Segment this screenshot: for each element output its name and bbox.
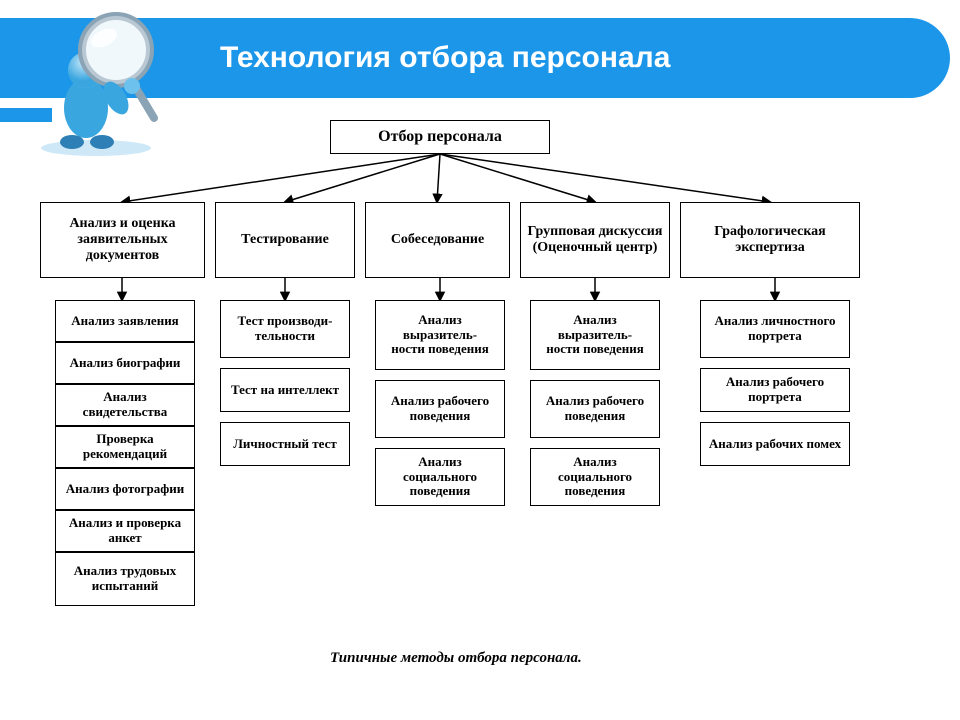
org-tree-diagram: Отбор персонала Анализ и оценка заявитель…	[40, 120, 940, 700]
node-col_b-1: Тест на интеллект	[220, 368, 350, 412]
node-col_c-2: Анализ социального поведения	[375, 448, 505, 506]
node-l1-1: Тестирование	[215, 202, 355, 278]
node-col_d-2: Анализ социального поведения	[530, 448, 660, 506]
diagram-caption: Типичные методы отбора персонала.	[330, 650, 582, 667]
node-col_a-2: Анализ свидетельства	[55, 384, 195, 426]
node-root: Отбор персонала	[330, 120, 550, 154]
node-col_e-1: Анализ рабочего портрета	[700, 368, 850, 412]
node-l1-0: Анализ и оценка заявительных документов	[40, 202, 205, 278]
node-col_a-6: Анализ трудовых испытаний	[55, 552, 195, 606]
node-col_a-1: Анализ биографии	[55, 342, 195, 384]
node-col_a-5: Анализ и проверка анкет	[55, 510, 195, 552]
node-col_e-2: Анализ рабочих помех	[700, 422, 850, 466]
slide-title: Технология отбора персонала	[220, 41, 670, 75]
node-col_c-1: Анализ рабочего поведения	[375, 380, 505, 438]
node-l1-3: Групповая дискуссия (Оценочный центр)	[520, 202, 670, 278]
node-col_c-0: Анализ выразитель-ности поведения	[375, 300, 505, 370]
node-col_d-1: Анализ рабочего поведения	[530, 380, 660, 438]
node-col_a-3: Проверка рекомендаций	[55, 426, 195, 468]
node-col_d-0: Анализ выразитель-ности поведения	[530, 300, 660, 370]
node-col_b-2: Личностный тест	[220, 422, 350, 466]
node-l1-4: Графологическая экспертиза	[680, 202, 860, 278]
node-col_a-0: Анализ заявления	[55, 300, 195, 342]
node-col_b-0: Тест производи-тельности	[220, 300, 350, 358]
node-l1-2: Собеседование	[365, 202, 510, 278]
node-col_e-0: Анализ личностного портрета	[700, 300, 850, 358]
node-col_a-4: Анализ фотографии	[55, 468, 195, 510]
